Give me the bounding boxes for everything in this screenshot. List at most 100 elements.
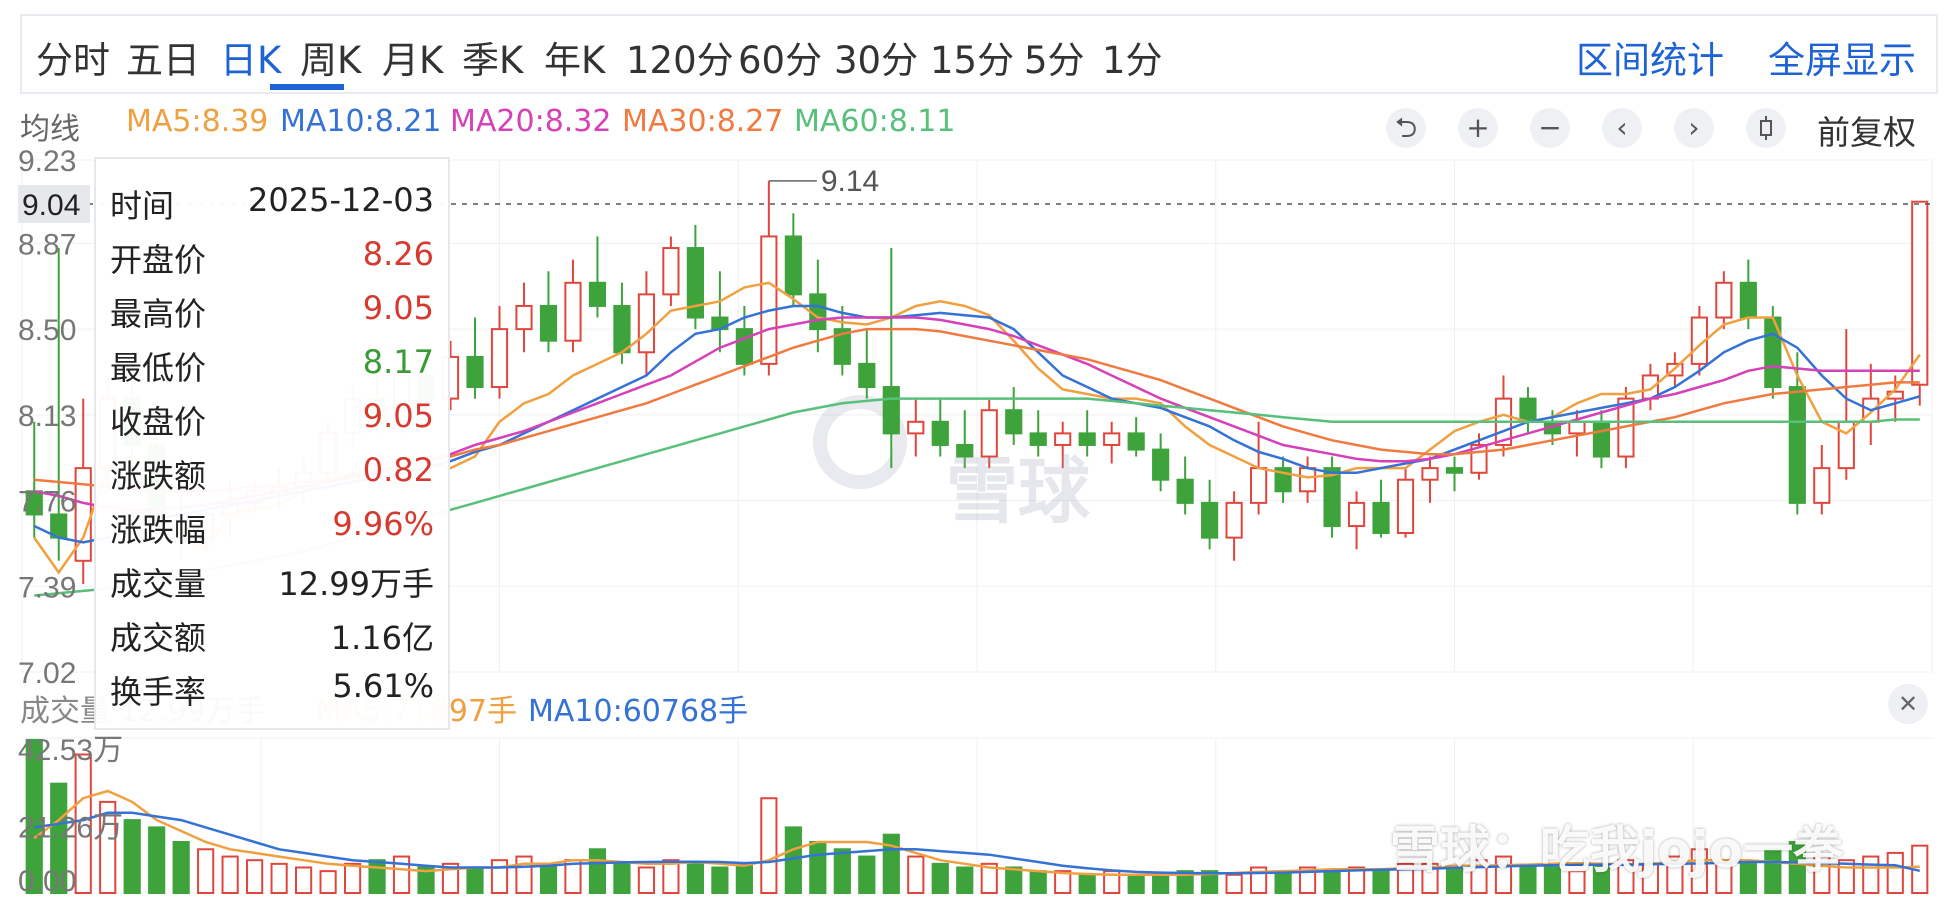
volume-bar-up [1666, 855, 1684, 894]
scroll-left-icon[interactable]: ‹ [1602, 108, 1642, 148]
scroll-right-icon[interactable]: › [1674, 108, 1714, 148]
zoom-out-icon[interactable]: − [1530, 108, 1570, 148]
tt-open-label: 开盘价 [110, 241, 207, 279]
volume-bar-up [760, 797, 778, 894]
tab-yearly-k[interactable]: 年K [544, 39, 606, 82]
period-tab-bar: 分时 五日 日K 周K 月K 季K 年K 120分 60分 30分 15分 5分… [20, 14, 1938, 94]
volume-bar-down [1739, 862, 1757, 895]
volume-ma10-line [34, 811, 1921, 875]
volume-bar-down [809, 840, 827, 894]
volume-bar-down [1005, 866, 1023, 894]
candle-down [1788, 386, 1806, 504]
volume-tick-label: 42.53万 [18, 734, 123, 767]
volume-bar-up [99, 800, 117, 894]
volume-bar-down [148, 826, 166, 894]
tab-intraday[interactable]: 分时 [36, 39, 110, 82]
candle-down [1078, 432, 1096, 446]
candle-down [1372, 501, 1390, 534]
candle-down [1201, 501, 1219, 539]
crosshair-price-label: 9.04 [22, 189, 80, 222]
volume-axis: 42.53万 21.26万 0.00 [18, 734, 123, 898]
candle-up [760, 235, 778, 365]
tt-turnover: 5.61% [332, 667, 434, 705]
fullscreen-button[interactable]: 全屏显示 [1768, 39, 1916, 82]
price-tick-label: 8.87 [18, 228, 76, 261]
tt-amount: 1.16亿 [330, 619, 434, 657]
volume-bar-down [931, 862, 949, 895]
candle-up [1396, 478, 1415, 534]
volume-bar-down [686, 862, 704, 895]
candle-style-icon[interactable] [1746, 108, 1786, 148]
candle-up [490, 328, 509, 389]
volume-bar-up [1347, 866, 1366, 894]
close-icon[interactable]: ✕ [1888, 684, 1928, 724]
volume-bar-up [221, 855, 239, 894]
volume-bar-down [417, 866, 435, 894]
price-adjust-selector[interactable]: 前复权 [1817, 113, 1916, 152]
candle-down [1323, 467, 1341, 528]
volume-bar-down [172, 840, 190, 894]
candle-up [980, 409, 998, 458]
candle-down [882, 386, 900, 435]
volume-bar-down [1788, 840, 1806, 894]
volume-bar-down [1372, 870, 1390, 894]
volume-bar-down [368, 859, 386, 895]
volume-bar-up [490, 859, 509, 895]
tab-120min[interactable]: 120分 [626, 39, 734, 82]
candle-up [564, 281, 582, 342]
candle-up [1298, 467, 1317, 493]
volume-ma10: MA10:60768手 [528, 694, 749, 729]
volume-bar-up [1568, 870, 1586, 894]
price-axis: 9.23 8.87 8.50 8.13 7.76 7.39 7.02 [18, 145, 76, 690]
volume-bar-up [74, 753, 92, 894]
candle-down [1739, 281, 1757, 319]
candle-down [1445, 467, 1464, 474]
tab-5min[interactable]: 5分 [1024, 39, 1085, 82]
candle-up [1250, 467, 1268, 504]
undo-icon[interactable]: ⮌ [1386, 108, 1426, 148]
candle-down [833, 328, 851, 365]
volume-bar-down [613, 862, 631, 895]
candle-down [1519, 397, 1537, 423]
tab-quarterly-k[interactable]: 季K [462, 39, 524, 82]
tab-1min[interactable]: 1分 [1102, 39, 1163, 82]
candle-down [784, 235, 802, 296]
max-price-label: 9.14 [821, 165, 879, 198]
candle-up [1054, 432, 1072, 446]
ma10-value: MA10:8.21 [280, 104, 442, 139]
tt-close: 9.05 [362, 397, 434, 435]
volume-bar-up [1225, 873, 1243, 895]
tab-five-day[interactable]: 五日 [126, 39, 200, 82]
tab-weekly-k[interactable]: 周K [300, 39, 362, 82]
candle-up [515, 304, 533, 331]
tt-low: 8.17 [362, 343, 434, 381]
candle-down [858, 362, 876, 389]
tt-open: 8.26 [362, 235, 434, 273]
tt-time: 2025-12-03 [248, 181, 434, 219]
candle-down [1152, 448, 1170, 481]
volume-bar-down [1543, 866, 1562, 894]
tab-15min[interactable]: 15分 [930, 39, 1015, 82]
tab-daily-k[interactable]: 日K [220, 39, 282, 82]
zoom-in-icon[interactable]: + [1458, 108, 1498, 148]
chart-annotations: 9.04 9.14 [18, 165, 1932, 224]
volume-bar-up [1886, 851, 1904, 894]
volume-bar-up [197, 848, 215, 895]
ma-legend-label: 均线 [20, 112, 80, 147]
volume-bar-up [1617, 859, 1635, 895]
watermark-center: 雪球 [946, 449, 1091, 533]
candle-up [1911, 200, 1929, 386]
tt-turnover-label: 换手率 [110, 673, 207, 711]
range-stats-button[interactable]: 区间统计 [1576, 39, 1724, 82]
tt-amount-label: 成交额 [110, 619, 207, 657]
volume-bar-down [1127, 873, 1145, 895]
volume-bar-up [515, 855, 533, 894]
volume-bar-up [1421, 862, 1439, 895]
tab-30min[interactable]: 30分 [834, 39, 919, 82]
candle-up [907, 420, 925, 435]
candle-down [1592, 420, 1611, 458]
price-tick-label: 8.13 [18, 400, 76, 433]
volume-bar-down [1176, 870, 1194, 894]
tab-60min[interactable]: 60分 [738, 39, 823, 82]
tab-monthly-k[interactable]: 月K [382, 39, 444, 82]
